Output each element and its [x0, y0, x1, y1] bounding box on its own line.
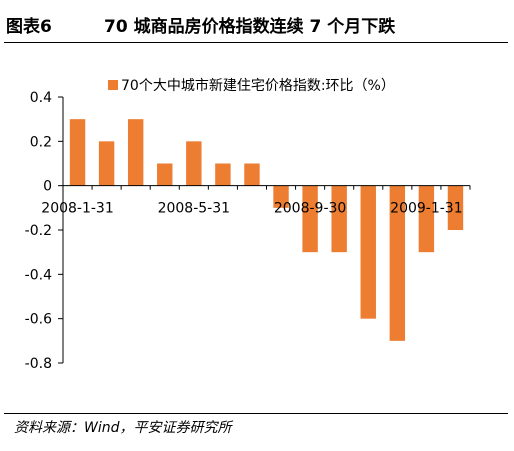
bar: [418, 185, 435, 253]
source-note: 资料来源：Wind，平安证券研究所: [14, 420, 232, 436]
y-tick-label: 0: [43, 179, 52, 195]
figure-label: 图表6: [6, 17, 52, 37]
bar: [331, 185, 347, 253]
bar: [360, 185, 376, 319]
bar: [157, 163, 173, 186]
header-rule: [4, 42, 508, 43]
bar: [273, 185, 289, 208]
x-tick-label: 2008-1-31: [41, 201, 113, 217]
bar-chart: 0.4 0.2 0 -0.2 -0.4 -0.6 -0.8 2008-1-31 2008-5-3…: [25, 77, 471, 372]
bar: [98, 141, 115, 186]
figure-header: 图表6 70 城商品房价格指数连续 7 个月下跌: [0, 0, 514, 42]
bar: [389, 185, 406, 341]
bar: [69, 119, 86, 186]
bar: [127, 119, 144, 186]
y-tick-label: 0.2: [30, 134, 52, 150]
legend-label: 70个大中城市新建住宅价格指数:环比（%）: [121, 77, 395, 94]
bar: [215, 163, 231, 186]
y-tick-label: 0.4: [30, 90, 52, 106]
bar: [244, 163, 260, 186]
x-tick-label: 2009-1-31: [390, 201, 462, 217]
bar: [302, 185, 318, 253]
bar: [186, 141, 202, 186]
y-tick-label: -0.2: [25, 223, 52, 239]
y-tick-label: -0.4: [25, 267, 52, 283]
y-tick-label: -0.8: [25, 356, 52, 372]
bar: [447, 185, 464, 230]
x-tick-label: 2008-9-30: [274, 201, 346, 217]
footer-rule: [4, 413, 508, 414]
legend-swatch: [108, 80, 118, 90]
x-tick-label: 2008-5-31: [158, 201, 230, 217]
y-tick-label: -0.6: [25, 312, 52, 328]
figure-title: 70 城商品房价格指数连续 7 个月下跌: [104, 17, 396, 37]
